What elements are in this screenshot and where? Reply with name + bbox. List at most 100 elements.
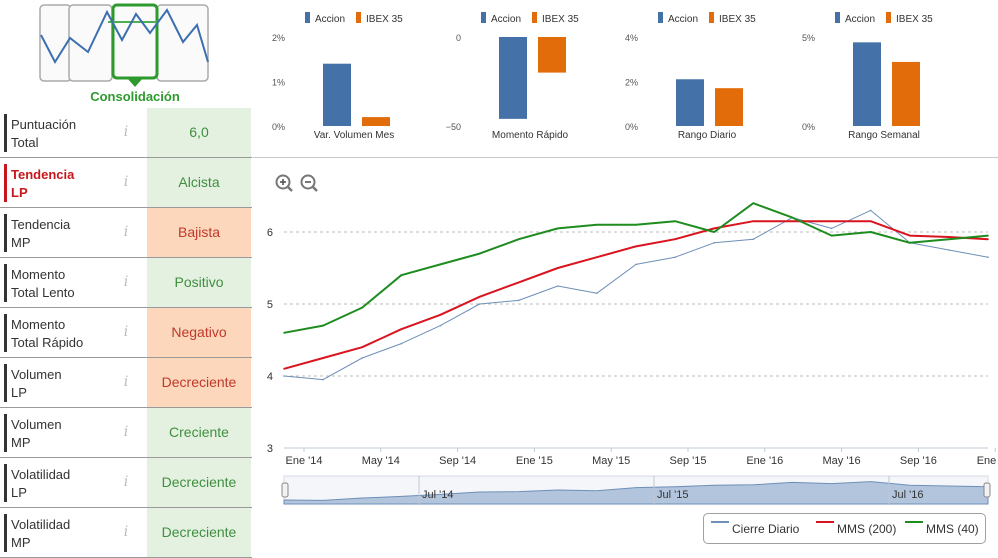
legend-mms200-label[interactable]: MMS (200) bbox=[837, 522, 897, 536]
data-point bbox=[322, 357, 324, 359]
legend-ibex-swatch bbox=[709, 12, 714, 23]
info-icon[interactable]: i bbox=[123, 374, 129, 390]
indicator-label: Volatilidad MP bbox=[11, 516, 111, 552]
navigator-handle-right[interactable] bbox=[983, 482, 991, 498]
data-point bbox=[283, 375, 285, 377]
navigator-series bbox=[283, 481, 989, 505]
data-point bbox=[517, 281, 520, 284]
data-point bbox=[674, 256, 676, 258]
indicator-label-line: Tendencia bbox=[11, 217, 71, 232]
navigator-label: Jul '14 bbox=[422, 489, 453, 501]
phase-pointer-icon bbox=[127, 78, 143, 87]
indicator-value: Negativo bbox=[147, 308, 251, 357]
info-icon[interactable]: i bbox=[123, 424, 129, 440]
y-tick-label: 0% bbox=[625, 122, 638, 132]
row-marker bbox=[4, 464, 7, 502]
row-marker bbox=[4, 114, 7, 152]
indicator-value: Creciente bbox=[147, 408, 251, 457]
price-chart-svg: 6 5 4 3 Ene '14 May '14 Sep '14 Ene '15 May '15 S… bbox=[267, 174, 998, 505]
data-point bbox=[556, 227, 559, 230]
indicator-label: Volumen MP bbox=[11, 416, 111, 452]
indicator-label-line: Momento bbox=[11, 317, 66, 332]
indicator-label: Volatilidad LP bbox=[11, 466, 111, 502]
mini-chart-title: Rango Semanal bbox=[848, 130, 920, 141]
info-icon[interactable]: i bbox=[123, 224, 129, 240]
indicator-value: Alcista bbox=[147, 158, 251, 207]
series-mms40-line bbox=[283, 202, 989, 334]
info-icon[interactable]: i bbox=[123, 324, 129, 340]
indicator-label-line: LP bbox=[11, 385, 27, 400]
data-point bbox=[517, 299, 520, 302]
data-point bbox=[322, 324, 324, 327]
series-mms200-line bbox=[283, 220, 989, 370]
legend-accion-swatch bbox=[835, 12, 840, 23]
info-icon[interactable]: i bbox=[123, 124, 129, 140]
mini-chart-svg: Accion IBEX 35 0 −50 Momento Rápido bbox=[446, 12, 579, 141]
indicator-value: Decreciente bbox=[147, 508, 251, 557]
y-tick-label: 2% bbox=[272, 33, 285, 43]
mini-chart: Accion IBEX 35 0 −50 Momento Rápido bbox=[443, 0, 618, 150]
info-icon[interactable]: i bbox=[123, 524, 129, 540]
y-tick-label: 0% bbox=[272, 122, 285, 132]
y-axis-label: 4 bbox=[267, 371, 273, 383]
indicator-value: Decreciente bbox=[147, 458, 251, 507]
indicator-value: Bajista bbox=[147, 208, 251, 257]
data-point bbox=[948, 249, 950, 251]
info-icon[interactable]: i bbox=[123, 274, 129, 290]
indicator-label-line: Total Rápido bbox=[11, 335, 84, 350]
indicator-panel: Consolidación Puntuación Total i 6,0 Tendenc… bbox=[0, 0, 252, 558]
data-point bbox=[752, 220, 755, 222]
legend-ibex-swatch bbox=[356, 12, 361, 23]
legend-mms200-swatch bbox=[816, 521, 834, 523]
row-marker bbox=[4, 364, 7, 402]
divider bbox=[253, 157, 998, 158]
phase-selector[interactable]: Consolidación bbox=[0, 0, 252, 108]
data-point bbox=[830, 234, 833, 237]
price-chart[interactable]: 6 5 4 3 Ene '14 May '14 Sep '14 Ene '15 May '15 S… bbox=[253, 158, 998, 558]
bar-accion bbox=[676, 79, 704, 126]
phase-trend-line bbox=[40, 8, 209, 65]
data-point bbox=[635, 263, 637, 266]
indicator-value: Decreciente bbox=[147, 358, 251, 407]
info-icon[interactable]: i bbox=[123, 474, 129, 490]
data-point bbox=[283, 368, 285, 370]
bar-ibex bbox=[892, 61, 920, 126]
x-axis-label: Ene '14 bbox=[286, 455, 323, 467]
mini-chart-svg: Accion IBEX 35 2% 1% 0% Var. Volumen Mes bbox=[272, 12, 403, 141]
data-point bbox=[400, 274, 403, 276]
legend-mms40-label[interactable]: MMS (40) bbox=[926, 522, 979, 536]
indicator-row: Tendencia LP i Alcista bbox=[0, 158, 252, 208]
data-point bbox=[830, 227, 833, 230]
y-tick-label: 0 bbox=[456, 33, 461, 43]
row-marker bbox=[4, 314, 7, 352]
legend-accion-label: Accion bbox=[491, 14, 521, 25]
indicator-label-line: Total Lento bbox=[11, 285, 75, 300]
zoom-in-button[interactable] bbox=[275, 174, 293, 192]
indicator-row: Volatilidad LP i Decreciente bbox=[0, 458, 252, 508]
navigator-handle-left[interactable] bbox=[281, 482, 289, 498]
y-tick-label: 1% bbox=[272, 78, 285, 88]
indicator-row: Momento Total Rápido i Negativo bbox=[0, 308, 252, 358]
indicator-label: Volumen LP bbox=[11, 366, 111, 402]
bar-ibex bbox=[362, 117, 390, 126]
data-point bbox=[361, 346, 364, 348]
legend-ibex-label: IBEX 35 bbox=[366, 14, 403, 25]
mini-chart-svg: Accion IBEX 35 4% 2% 0% Rango Diario bbox=[625, 12, 756, 141]
indicator-label-line: Tendencia bbox=[11, 167, 75, 182]
data-point bbox=[439, 263, 442, 266]
mini-chart-svg: Accion IBEX 35 5% 0% Rango Semanal bbox=[802, 12, 933, 141]
zoom-out-button[interactable] bbox=[300, 174, 318, 192]
bar-ibex bbox=[538, 37, 566, 73]
indicator-label-line: Volumen bbox=[11, 417, 62, 432]
row-marker bbox=[4, 414, 7, 452]
legend-cierre-label[interactable]: Cierre Diario bbox=[732, 522, 800, 536]
info-icon[interactable]: i bbox=[123, 174, 129, 190]
data-point bbox=[987, 234, 989, 237]
legend-ibex-label: IBEX 35 bbox=[542, 14, 579, 25]
data-point bbox=[596, 292, 598, 294]
indicator-label: Momento Total Lento bbox=[11, 266, 111, 302]
bar-accion bbox=[323, 63, 351, 126]
x-axis-label: May '14 bbox=[362, 455, 400, 467]
data-point bbox=[869, 231, 872, 233]
row-marker bbox=[4, 164, 7, 202]
